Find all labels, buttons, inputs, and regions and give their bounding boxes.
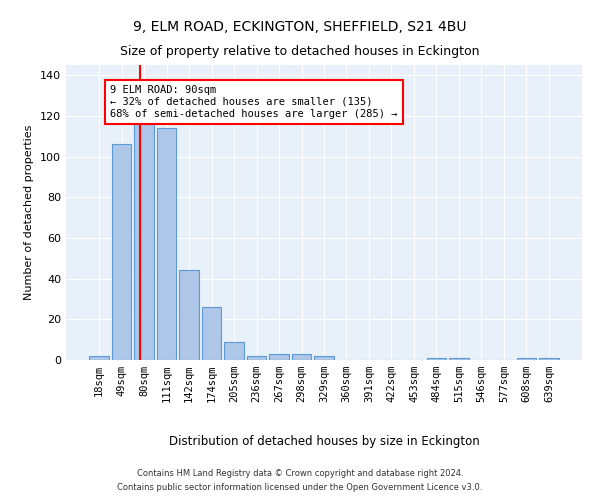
Bar bbox=[427, 358, 446, 360]
Bar bbox=[179, 270, 199, 360]
Bar bbox=[89, 356, 109, 360]
Bar bbox=[292, 354, 311, 360]
Bar bbox=[224, 342, 244, 360]
Bar bbox=[134, 124, 154, 360]
Bar bbox=[449, 358, 469, 360]
Text: 9, ELM ROAD, ECKINGTON, SHEFFIELD, S21 4BU: 9, ELM ROAD, ECKINGTON, SHEFFIELD, S21 4… bbox=[133, 20, 467, 34]
Text: Contains public sector information licensed under the Open Government Licence v3: Contains public sector information licen… bbox=[118, 484, 482, 492]
Bar bbox=[517, 358, 536, 360]
Bar bbox=[247, 356, 266, 360]
Bar bbox=[112, 144, 131, 360]
Bar bbox=[539, 358, 559, 360]
Bar bbox=[157, 128, 176, 360]
Bar bbox=[269, 354, 289, 360]
Bar bbox=[202, 307, 221, 360]
Bar bbox=[314, 356, 334, 360]
Text: Contains HM Land Registry data © Crown copyright and database right 2024.: Contains HM Land Registry data © Crown c… bbox=[137, 468, 463, 477]
Y-axis label: Number of detached properties: Number of detached properties bbox=[25, 125, 34, 300]
Text: 9 ELM ROAD: 90sqm
← 32% of detached houses are smaller (135)
68% of semi-detache: 9 ELM ROAD: 90sqm ← 32% of detached hous… bbox=[110, 86, 398, 118]
Text: Size of property relative to detached houses in Eckington: Size of property relative to detached ho… bbox=[120, 45, 480, 58]
Text: Distribution of detached houses by size in Eckington: Distribution of detached houses by size … bbox=[169, 435, 479, 448]
